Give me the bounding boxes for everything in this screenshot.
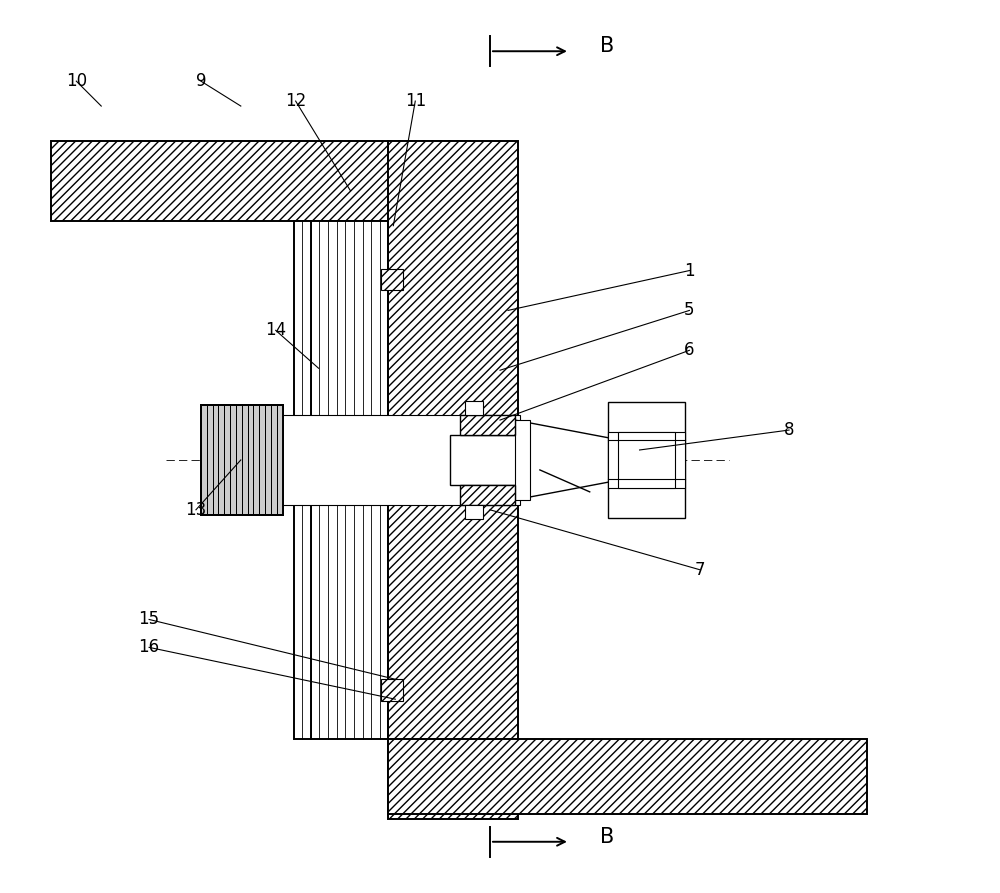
Bar: [465, 505, 483, 519]
Text: 8: 8: [784, 421, 794, 439]
Text: 14: 14: [265, 321, 286, 339]
Text: B: B: [600, 37, 614, 56]
Bar: [465, 401, 483, 415]
Bar: [51, 141, 470, 221]
Bar: [201, 405, 283, 514]
Text: 6: 6: [684, 341, 695, 359]
Bar: [201, 415, 520, 505]
Bar: [608, 402, 685, 518]
Bar: [515, 420, 530, 500]
Bar: [381, 680, 403, 701]
Text: 7: 7: [694, 561, 705, 579]
Text: 15: 15: [139, 611, 160, 629]
Text: 1: 1: [684, 262, 695, 280]
Bar: [388, 141, 518, 819]
Bar: [450, 435, 518, 485]
Bar: [388, 739, 867, 814]
Text: 10: 10: [66, 72, 87, 90]
Bar: [618, 432, 675, 488]
Bar: [460, 415, 515, 435]
Polygon shape: [515, 420, 610, 500]
Bar: [201, 405, 283, 514]
Bar: [294, 221, 388, 739]
Bar: [381, 269, 403, 290]
Text: 13: 13: [185, 501, 207, 519]
Text: 9: 9: [196, 72, 206, 90]
Text: 12: 12: [285, 92, 306, 110]
Text: B: B: [600, 827, 614, 847]
Bar: [608, 432, 685, 488]
Bar: [460, 485, 515, 505]
Text: 5: 5: [684, 302, 695, 320]
Text: 16: 16: [139, 638, 160, 656]
Text: 11: 11: [405, 92, 426, 110]
